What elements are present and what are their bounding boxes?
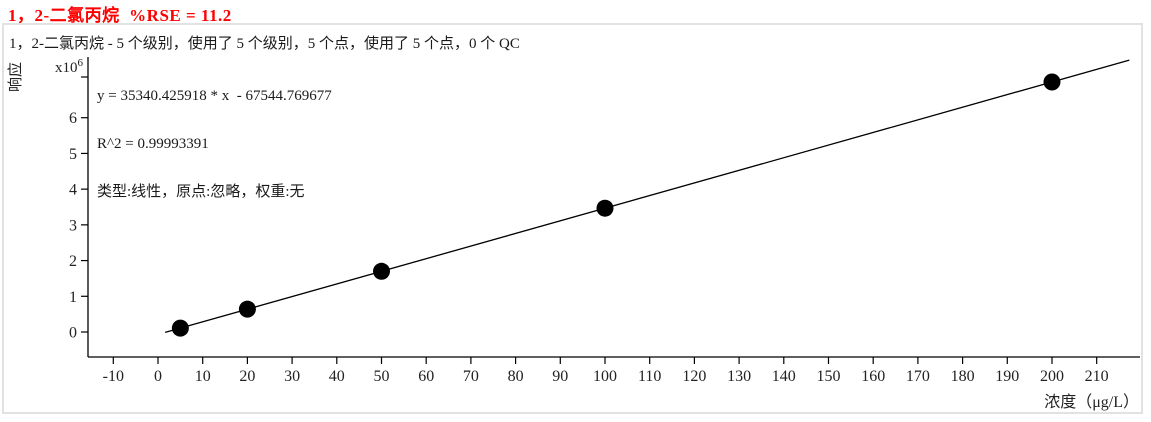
data-point[interactable] (238, 300, 256, 318)
regression-annotation: y = 35340.425918 * x - 67544.769677 R^2 … (97, 56, 332, 232)
x-tick-label: 140 (772, 368, 796, 385)
x-tick-label: 200 (1040, 368, 1064, 385)
data-point[interactable] (372, 262, 390, 280)
page-title: 1，2-二氯丙烷 %RSE = 11.2 (8, 6, 232, 25)
y-tick-label: 6 (69, 110, 77, 127)
x-tick-label: 60 (418, 368, 434, 385)
chart-subtitle: 1，2-二氯丙烷 - 5 个级别，使用了 5 个级别，5 个点，使用了 5 个点… (9, 36, 520, 52)
y-tick-label: 5 (69, 146, 77, 163)
x-tick-label: 30 (284, 368, 300, 385)
x-tick-label: 150 (816, 368, 840, 385)
fit-line (164, 59, 1130, 334)
x-tick-label: 180 (951, 368, 975, 385)
x-tick-label: 170 (906, 368, 930, 385)
x-tick-label: 190 (995, 368, 1019, 385)
chart-outer-box (2, 23, 1143, 414)
x-tick-label: 120 (682, 368, 706, 385)
x-tick-label: 70 (463, 368, 479, 385)
x-tick-label: 10 (195, 368, 211, 385)
x-tick-label: 130 (727, 368, 751, 385)
y-tick-label: 1 (69, 289, 77, 306)
x-tick-label: 20 (239, 368, 255, 385)
x-tick-label: 0 (154, 368, 162, 385)
data-point[interactable] (596, 199, 614, 217)
x-tick-label: -10 (103, 368, 124, 385)
x-tick-label: 50 (373, 368, 389, 385)
x-tick-label: 160 (861, 368, 885, 385)
x-tick-label: 40 (329, 368, 345, 385)
data-point[interactable] (1043, 73, 1061, 91)
y-scale-label: x106 (55, 57, 84, 76)
x-tick-label: 100 (593, 368, 617, 385)
y-axis-title: 响应 (6, 62, 24, 92)
x-tick-label: 80 (508, 368, 524, 385)
data-point[interactable] (171, 319, 189, 337)
y-tick-label: 3 (69, 217, 77, 234)
y-tick-label: 0 (69, 325, 77, 342)
x-tick-label: 90 (552, 368, 568, 385)
r-squared-line: R^2 = 0.99993391 (97, 136, 209, 152)
y-tick-label: 4 (69, 182, 77, 199)
x-tick-label: 210 (1085, 368, 1109, 385)
fit-type-line: 类型:线性，原点:忽略，权重:无 (97, 184, 305, 200)
equation-line: y = 35340.425918 * x - 67544.769677 (97, 88, 332, 104)
x-axis-title: 浓度（μg/L） (1044, 393, 1139, 411)
x-tick-label: 110 (638, 368, 661, 385)
y-tick-label: 2 (69, 253, 77, 270)
